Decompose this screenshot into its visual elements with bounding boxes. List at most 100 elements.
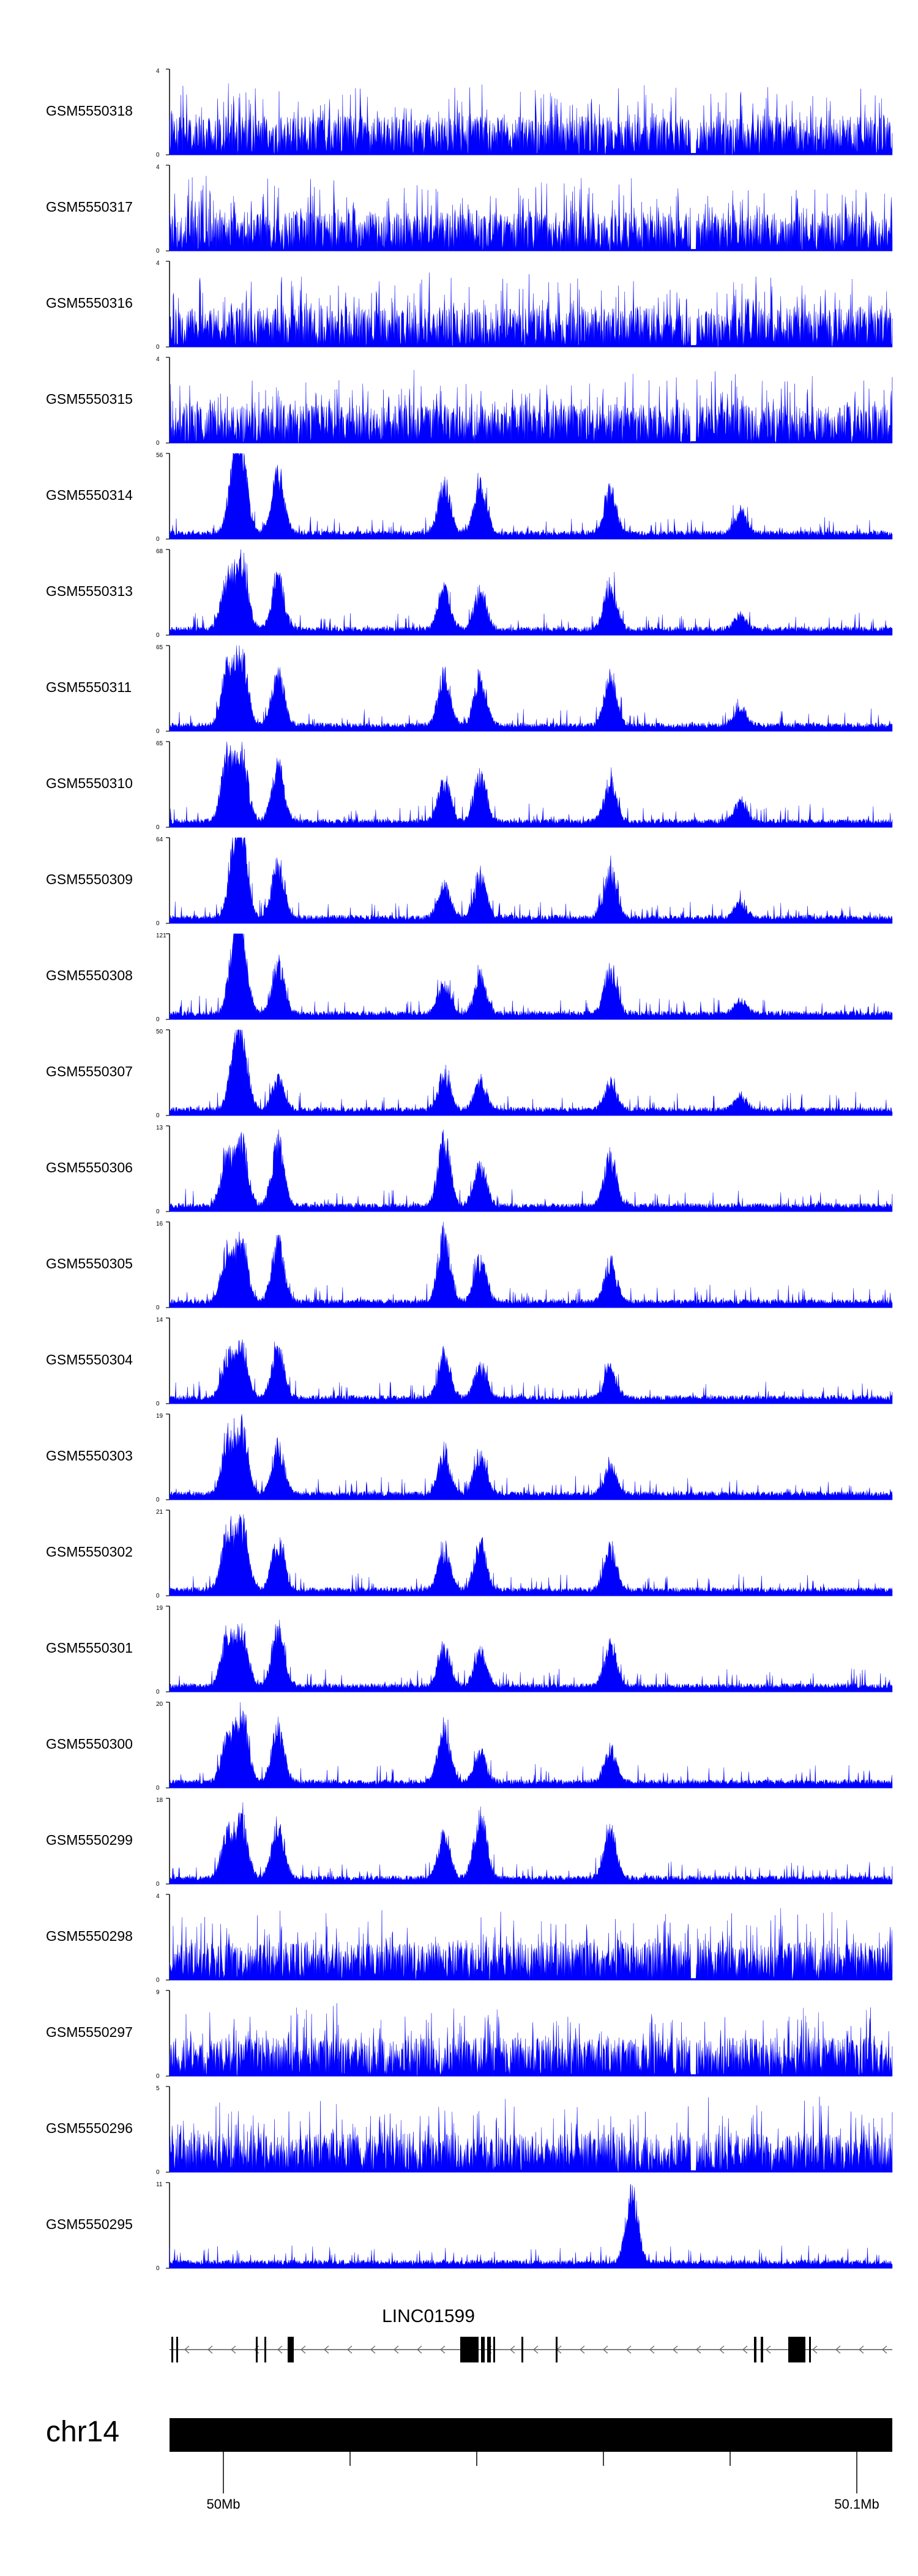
- exon: [788, 2337, 805, 2362]
- y-max-label: 19: [156, 1413, 163, 1420]
- signal-area: [169, 1620, 893, 1692]
- track-label: GSM5550304: [46, 1352, 133, 1368]
- signal-area: [169, 2003, 893, 2077]
- y-zero-label: 0: [156, 2073, 160, 2080]
- track-label: GSM5550314: [46, 487, 133, 503]
- signal-area: [169, 837, 893, 924]
- track-label: GSM5550301: [46, 1640, 133, 1656]
- track-GSM5550296: GSM5550296 5 0: [46, 2085, 893, 2176]
- track-label: GSM5550298: [46, 1928, 133, 1944]
- signal-area: [169, 549, 893, 636]
- y-max-label: 20: [156, 1701, 163, 1708]
- track-GSM5550317: GSM5550317 4 0: [46, 164, 893, 255]
- track-GSM5550314: GSM5550314 56 0: [46, 452, 893, 543]
- exon: [493, 2337, 495, 2362]
- signal-area: [169, 1129, 893, 1212]
- exon: [556, 2337, 558, 2362]
- y-zero-label: 0: [156, 632, 160, 639]
- strand-arrow: [649, 2345, 655, 2354]
- y-max-label: 50: [156, 1029, 163, 1035]
- track-label: GSM5550299: [46, 1832, 133, 1848]
- y-zero-label: 0: [156, 152, 160, 158]
- track-label: GSM5550317: [46, 199, 133, 215]
- track-GSM5550305: GSM5550305 16 0: [46, 1221, 893, 1311]
- track-GSM5550313: GSM5550313 68 0: [46, 548, 893, 639]
- y-zero-label: 0: [156, 728, 160, 735]
- strand-arrow: [370, 2345, 376, 2354]
- chromosome-label: chr14: [46, 2416, 119, 2448]
- exon: [264, 2337, 266, 2362]
- strand-arrow: [742, 2345, 748, 2354]
- track-GSM5550307: GSM5550307 50 0: [46, 1029, 893, 1119]
- signal-area: [169, 370, 893, 444]
- y-zero-label: 0: [156, 1305, 160, 1311]
- y-zero-label: 0: [156, 1208, 160, 1215]
- track-GSM5550295: GSM5550295 11 0: [46, 2181, 893, 2272]
- y-zero-label: 0: [156, 824, 160, 831]
- strand-arrow: [184, 2345, 190, 2354]
- track-GSM5550304: GSM5550304 14 0: [46, 1317, 893, 1407]
- exon: [521, 2337, 523, 2362]
- strand-arrow: [719, 2345, 725, 2354]
- y-max-label: 5: [156, 2085, 160, 2092]
- strand-arrow: [231, 2345, 236, 2354]
- y-max-label: 64: [156, 836, 163, 843]
- track-label: GSM5550308: [46, 967, 133, 983]
- exon: [761, 2337, 763, 2362]
- signal-area: [169, 1702, 893, 1789]
- strand-arrow: [440, 2345, 446, 2354]
- signal-area: [169, 272, 893, 348]
- y-max-label: 4: [156, 356, 160, 363]
- y-max-label: 4: [156, 260, 160, 267]
- track-label: GSM5550305: [46, 1256, 133, 1271]
- y-zero-label: 0: [156, 1497, 160, 1503]
- exon: [460, 2337, 479, 2362]
- track-label: GSM5550302: [46, 1544, 133, 1560]
- exon: [809, 2337, 811, 2362]
- strand-arrow: [835, 2345, 841, 2354]
- y-max-label: 121: [156, 932, 166, 939]
- signal-area: [169, 1908, 893, 1981]
- signal-area: [169, 1221, 893, 1308]
- track-GSM5550315: GSM5550315 4 0: [46, 356, 893, 447]
- signal-area: [169, 645, 893, 732]
- track-label: GSM5550318: [46, 103, 133, 119]
- gene-track: LINC01599: [170, 2306, 892, 2362]
- y-zero-label: 0: [156, 1977, 160, 1984]
- track-GSM5550301: GSM5550301 19 0: [46, 1605, 893, 1696]
- strand-arrow: [277, 2345, 283, 2354]
- y-zero-label: 0: [156, 1785, 160, 1792]
- y-zero-label: 0: [156, 2169, 160, 2176]
- strand-arrow: [207, 2345, 213, 2354]
- track-GSM5550318: GSM5550318 4 0: [46, 68, 893, 158]
- track-label: GSM5550306: [46, 1160, 133, 1175]
- y-zero-label: 0: [156, 536, 160, 543]
- track-GSM5550302: GSM5550302 21 0: [46, 1509, 893, 1599]
- y-zero-label: 0: [156, 920, 160, 927]
- track-label: GSM5550307: [46, 1063, 133, 1079]
- y-max-label: 14: [156, 1317, 163, 1323]
- y-zero-label: 0: [156, 2265, 160, 2272]
- strand-arrow: [300, 2345, 306, 2354]
- y-max-label: 9: [156, 1989, 160, 1996]
- y-max-label: 11: [156, 2181, 163, 2188]
- chromosome-axis: chr14 50Mb 50.1Mb: [46, 2416, 892, 2512]
- track-label: GSM5550296: [46, 2120, 133, 2136]
- strand-arrow: [580, 2345, 585, 2354]
- track-label: GSM5550311: [46, 679, 132, 695]
- signal-area: [169, 453, 893, 540]
- signal-area: [169, 1414, 893, 1500]
- strand-arrow: [673, 2345, 678, 2354]
- exon: [288, 2337, 294, 2362]
- track-label: GSM5550313: [46, 583, 133, 599]
- y-zero-label: 0: [156, 1016, 160, 1023]
- track-label: GSM5550309: [46, 871, 133, 887]
- y-max-label: 16: [156, 1221, 163, 1227]
- signal-area: [169, 1802, 893, 1885]
- y-max-label: 19: [156, 1605, 163, 1612]
- strand-arrow: [394, 2345, 399, 2354]
- signal-area: [169, 1029, 893, 1116]
- y-max-label: 4: [156, 1893, 160, 1900]
- track-GSM5550309: GSM5550309 64 0: [46, 836, 893, 927]
